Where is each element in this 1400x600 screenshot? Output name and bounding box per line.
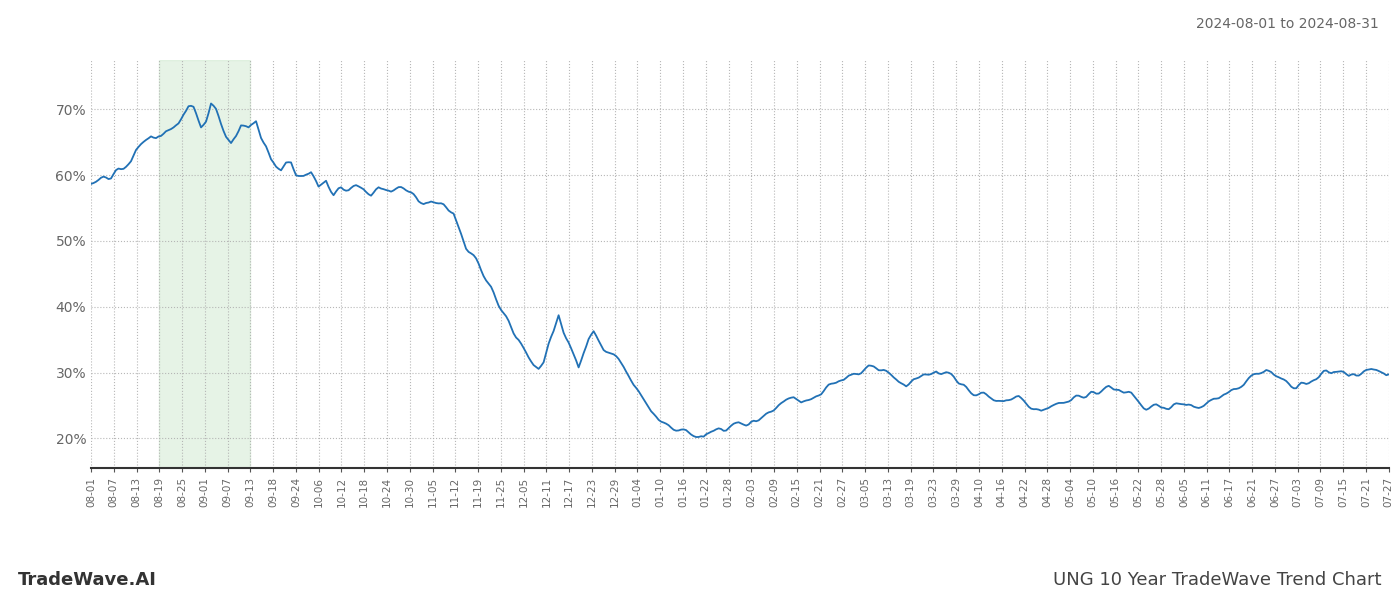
Text: TradeWave.AI: TradeWave.AI xyxy=(18,571,157,589)
Text: 2024-08-01 to 2024-08-31: 2024-08-01 to 2024-08-31 xyxy=(1196,17,1379,31)
Bar xyxy=(160,60,251,468)
Text: UNG 10 Year TradeWave Trend Chart: UNG 10 Year TradeWave Trend Chart xyxy=(1053,571,1382,589)
